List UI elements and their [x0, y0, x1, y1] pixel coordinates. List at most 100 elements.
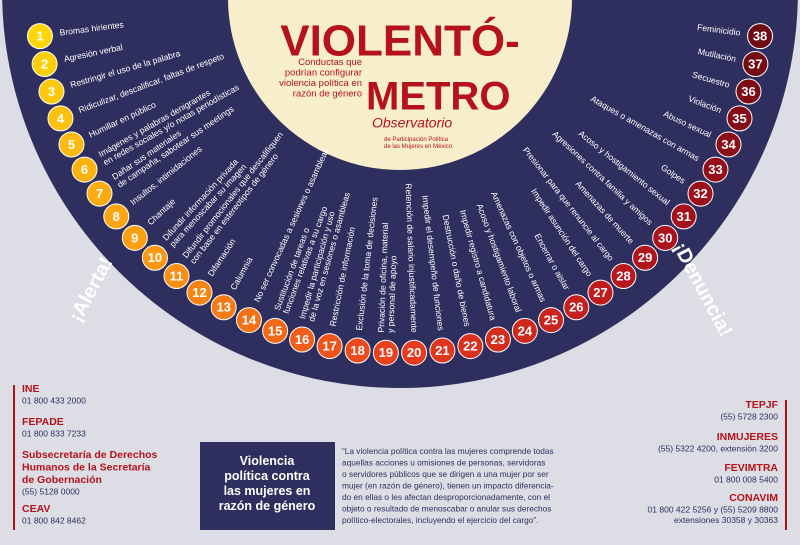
level-dot [210, 294, 237, 321]
level-dot [670, 203, 697, 230]
definition-text-line: mujer (en razón de género), tienen un im… [342, 481, 554, 491]
contact-name: CEAV [22, 503, 50, 515]
level-dot [235, 307, 262, 334]
level-label-line: y personal de apoyo [386, 255, 399, 333]
level-number: 23 [491, 332, 505, 347]
contact-phone-line: 01 800 008 5400 [714, 475, 778, 485]
level-number: 4 [57, 111, 65, 126]
level-dot [141, 244, 168, 271]
subtitle-line: violencia política en [279, 78, 362, 89]
level-dot [262, 317, 289, 344]
level-dot [687, 180, 714, 207]
level-dot [26, 23, 53, 50]
level-number: 35 [732, 111, 746, 126]
level-dot [632, 244, 659, 271]
subtitle-line: razón de género [293, 88, 362, 99]
level-dot [58, 131, 85, 158]
definition-title-line: razón de género [219, 499, 316, 513]
contact-name-line: INMUJERES [717, 431, 778, 443]
contact-phone-line: (55) 5322 4200, extensión 3200 [658, 444, 778, 454]
contact-name-line: CEAV [22, 503, 50, 515]
level-number: 1 [36, 29, 43, 44]
contact-name: FEVIMTRA [724, 462, 778, 474]
contact-name-line: INE [22, 383, 40, 395]
contact-phone-line: (55) 5128 0000 [22, 487, 80, 497]
level-number: 10 [148, 250, 162, 265]
level-dot [702, 156, 729, 183]
definition-title-line: política contra [224, 469, 310, 483]
level-number: 28 [616, 268, 630, 283]
level-number: 18 [350, 343, 364, 358]
level-dot [38, 78, 65, 105]
level-number: 12 [192, 285, 206, 300]
level-dot [429, 337, 456, 364]
contact-phone: 01 800 833 7233 [22, 429, 86, 439]
contact-phone: (55) 5322 4200, extensión 3200 [658, 444, 778, 454]
level-dot [163, 263, 190, 290]
level-dot [747, 23, 774, 50]
level-dot [742, 51, 769, 78]
level-dot [401, 339, 428, 366]
level-dot [47, 105, 74, 132]
definition-title-line: Violencia [240, 454, 296, 468]
level-number: 2 [41, 56, 48, 71]
level-number: 3 [48, 84, 55, 99]
definition-box [200, 442, 335, 530]
organization: Observatorio [372, 115, 452, 131]
level-dot [652, 224, 679, 251]
level-dot [121, 224, 148, 251]
contact-name-line: Subsecretaría de Derechos [22, 449, 158, 461]
subtitle-line: podrían configurar [285, 67, 362, 78]
level-number: 38 [753, 29, 767, 44]
contact-name-line: FEVIMTRA [724, 462, 778, 474]
contact-phone-line: 01 800 842 8462 [22, 516, 86, 526]
level-dot [610, 263, 637, 290]
level-dot [186, 279, 213, 306]
contact-name-line: TEPJF [745, 399, 778, 411]
level-label-line: Privación de oficina, material [376, 222, 390, 332]
definition-text-line: do en ellas o les afectan desproporciona… [342, 492, 550, 502]
level-number: 22 [463, 339, 477, 354]
level-dot [457, 333, 484, 360]
level-dot [344, 337, 371, 364]
contact-phone: 01 800 008 5400 [714, 475, 778, 485]
level-number: 15 [268, 323, 282, 338]
organization-detail-line: de las Mujeres en México [384, 144, 453, 150]
level-number: 36 [741, 84, 755, 99]
level-dot [735, 78, 762, 105]
subtitle: Conductas que podrían configurar violencia… [279, 57, 362, 100]
contact-phone: 01 800 842 8462 [22, 516, 86, 526]
contact-name-line: FEPADE [22, 416, 64, 428]
level-number: 32 [693, 186, 707, 201]
level-dot [538, 307, 565, 334]
level-dot [715, 131, 742, 158]
level-number: 33 [708, 162, 722, 177]
contact-phone-line: 01 800 833 7233 [22, 429, 86, 439]
level-dot [511, 317, 538, 344]
organization-detail-line: de Participación Política [384, 137, 449, 143]
contact-phone-line: 01 800 433 2000 [22, 396, 86, 406]
level-number: 25 [544, 313, 558, 328]
level-dot [484, 326, 511, 353]
contact-name-line: de Gobernación [22, 474, 102, 486]
level-number: 37 [748, 56, 762, 71]
level-number: 8 [113, 209, 120, 224]
level-dot [726, 105, 753, 132]
contact-name: CONAVIM [729, 492, 778, 504]
level-number: 17 [322, 339, 336, 354]
level-label: Privación de oficina, materialy personal… [376, 222, 400, 333]
level-number: 20 [407, 345, 421, 360]
level-number: 11 [170, 268, 184, 283]
level-number: 6 [81, 162, 88, 177]
level-number: 30 [658, 230, 672, 245]
level-number: 26 [569, 300, 583, 315]
level-number: 19 [379, 345, 393, 360]
contact-phone: 01 800 433 2000 [22, 396, 86, 406]
contact-name: INE [22, 383, 40, 395]
level-dot [31, 51, 58, 78]
level-number: 31 [676, 209, 690, 224]
definition-text-line: aquellas acciones u omisiones de persona… [342, 458, 545, 468]
contact-phone-line: 01 800 422 5256 y (55) 5209 8800 [648, 505, 779, 515]
contact-phone: (55) 5128 0000 [22, 487, 80, 497]
